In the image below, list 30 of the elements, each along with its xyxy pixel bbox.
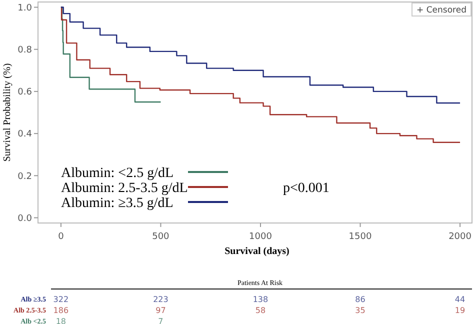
text: 58 (255, 306, 266, 315)
y-axis-title: Survival Probability (%) (2, 63, 13, 162)
y-tick-label: 0.4 (18, 130, 32, 140)
text: 86 (355, 294, 366, 304)
y-tick-label: 0.8 (18, 46, 32, 56)
x-axis-title: Survival (days) (224, 246, 290, 257)
text: 138 (252, 294, 268, 304)
x-tick-label: 1500 (348, 232, 372, 242)
text: 19 (454, 306, 466, 315)
text: 97 (156, 306, 166, 315)
text: 35 (355, 306, 366, 315)
text: 18 (56, 316, 66, 324)
y-tick-label: 0.0 (18, 214, 32, 224)
text: 44 (454, 294, 466, 304)
legend-label: Albumin: 2.5-3.5 g/dL (61, 180, 188, 196)
legend-label: Albumin: <2.5 g/dL (61, 166, 174, 181)
x-tick-label: 500 (152, 232, 170, 242)
y-tick-label: 0.2 (18, 172, 32, 182)
x-tick-label: 2000 (448, 232, 472, 242)
text: 322 (53, 294, 69, 304)
legend-label: Albumin: ≥3.5 g/dL (61, 196, 174, 211)
x-tick-label: 0 (58, 232, 64, 242)
y-tick-label: 0.6 (18, 88, 32, 98)
x-tick-label: 1000 (249, 232, 272, 242)
annotation: p<0.001 (283, 181, 330, 196)
text: 186 (53, 306, 69, 315)
text: 223 (153, 294, 168, 304)
annotation: + Censored (416, 5, 466, 16)
text: 7 (158, 316, 164, 324)
y-tick-label: 1.0 (18, 3, 32, 14)
